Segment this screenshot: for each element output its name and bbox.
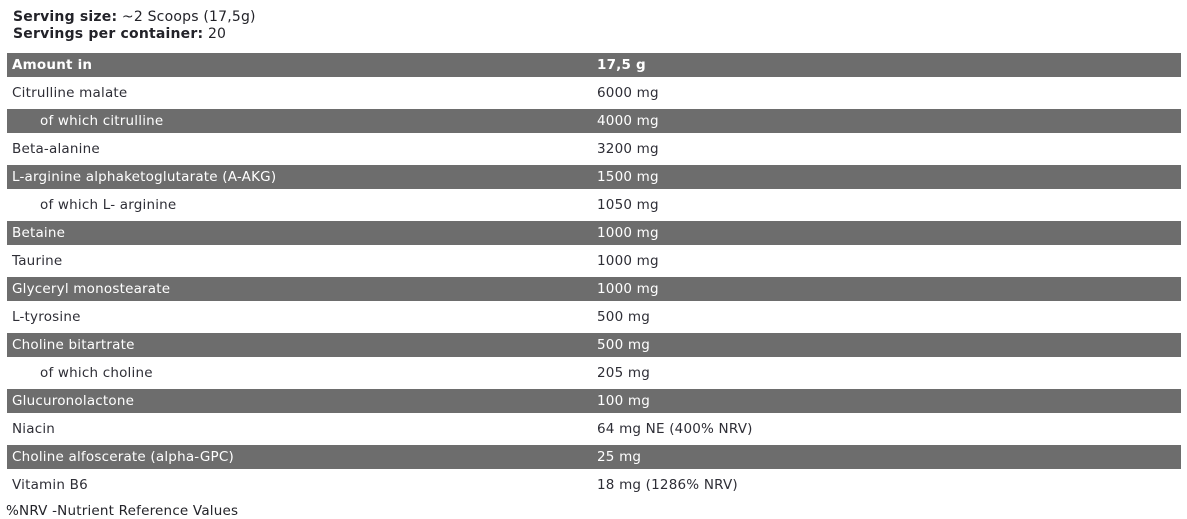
- ingredient-name: of which choline: [40, 365, 153, 381]
- ingredient-amount: 205 mg: [597, 365, 650, 381]
- table-row: of which citrulline 4000 mg: [7, 107, 1181, 135]
- ingredient-name: Betaine: [12, 225, 66, 241]
- ingredient-amount: 500 mg: [597, 337, 650, 353]
- ingredient-name: Glyceryl monostearate: [12, 281, 171, 297]
- table-row: Betaine 1000 mg: [7, 219, 1181, 247]
- ingredient-amount: 6000 mg: [597, 85, 659, 101]
- table-row: Citrulline malate 6000 mg: [7, 79, 1181, 107]
- servings-per-container-value: 20: [207, 26, 227, 42]
- ingredient-amount: 1000 mg: [597, 225, 659, 241]
- table-row: Taurine 1000 mg: [7, 247, 1181, 275]
- ingredient-name: Glucuronolactone: [12, 393, 135, 409]
- ingredient-name: Niacin: [12, 421, 56, 437]
- nrv-footnote: %NRV -Nutrient Reference Values: [6, 503, 239, 519]
- ingredient-name: Beta-alanine: [12, 141, 100, 157]
- ingredient-amount: 100 mg: [597, 393, 650, 409]
- table-row: of which choline 205 mg: [7, 359, 1181, 387]
- ingredient-name: Vitamin B6: [12, 477, 88, 493]
- ingredient-name: Choline bitartrate: [12, 337, 135, 353]
- table-row: Niacin 64 mg NE (400% NRV): [7, 415, 1181, 443]
- ingredient-name: Taurine: [12, 253, 63, 269]
- table-row: Vitamin B6 18 mg (1286% NRV): [7, 471, 1181, 499]
- table-row: Glyceryl monostearate 1000 mg: [7, 275, 1181, 303]
- servings-per-container-line: Servings per container: 20: [13, 26, 1187, 43]
- amounts-table: Amount in 17,5 g Citrulline malate 6000 m…: [7, 51, 1181, 499]
- table-row: L-arginine alphaketoglutarate (A-AKG) 150…: [7, 163, 1181, 191]
- column-header-ingredient: Amount in: [12, 57, 93, 73]
- ingredient-name: Choline alfoscerate (alpha-GPC): [12, 449, 234, 465]
- table-row: Glucuronolactone 100 mg: [7, 387, 1181, 415]
- table-row: Beta-alanine 3200 mg: [7, 135, 1181, 163]
- serving-info: Serving size: ~2 Scoops (17,5g) Servings…: [0, 0, 1187, 43]
- serving-size-label: Serving size:: [13, 9, 118, 25]
- ingredient-amount: 1000 mg: [597, 253, 659, 269]
- column-header-amount: 17,5 g: [597, 57, 646, 73]
- serving-size-value: ~2 Scoops (17,5g): [121, 9, 256, 25]
- ingredient-name: of which L- arginine: [40, 197, 177, 213]
- ingredient-amount: 25 mg: [597, 449, 642, 465]
- ingredient-amount: 64 mg NE (400% NRV): [597, 421, 753, 437]
- ingredient-amount: 1000 mg: [597, 281, 659, 297]
- table-row: L-tyrosine 500 mg: [7, 303, 1181, 331]
- table-row: Choline bitartrate 500 mg: [7, 331, 1181, 359]
- ingredient-name: L-arginine alphaketoglutarate (A-AKG): [12, 169, 277, 185]
- ingredient-name: L-tyrosine: [12, 309, 81, 325]
- table-rows: Citrulline malate 6000 mg of which citrull…: [7, 79, 1181, 499]
- ingredient-amount: 500 mg: [597, 309, 650, 325]
- serving-size-line: Serving size: ~2 Scoops (17,5g): [13, 9, 1187, 26]
- servings-per-container-label: Servings per container:: [13, 26, 204, 42]
- ingredient-name: Citrulline malate: [12, 85, 128, 101]
- table-row: Choline alfoscerate (alpha-GPC) 25 mg: [7, 443, 1181, 471]
- ingredient-name: of which citrulline: [40, 113, 164, 129]
- ingredient-amount: 1050 mg: [597, 197, 659, 213]
- table-header-row: Amount in 17,5 g: [7, 51, 1181, 79]
- ingredient-amount: 1500 mg: [597, 169, 659, 185]
- ingredient-amount: 4000 mg: [597, 113, 659, 129]
- ingredient-amount: 18 mg (1286% NRV): [597, 477, 738, 493]
- ingredient-amount: 3200 mg: [597, 141, 659, 157]
- table-row: of which L- arginine 1050 mg: [7, 191, 1181, 219]
